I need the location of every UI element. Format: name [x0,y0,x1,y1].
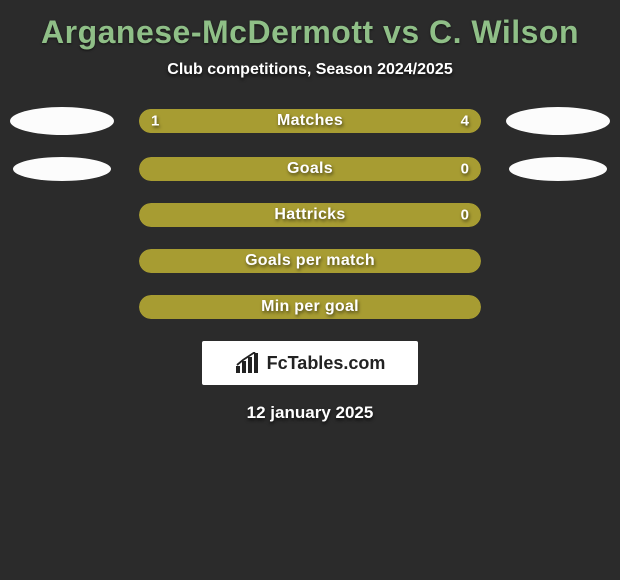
player-right-avatar [506,107,610,135]
stat-bar: Min per goal [139,295,481,319]
comparison-row: Hattricks0 [0,203,620,227]
comparison-row: Min per goal [0,295,620,319]
comparison-row: Matches14 [0,107,620,135]
player-right-slot [503,107,613,135]
player-left-slot [7,107,117,135]
brand-logo[interactable]: FcTables.com [202,341,418,385]
player-right-avatar [509,157,607,181]
stat-bar: Hattricks0 [139,203,481,227]
comparison-row: Goals0 [0,157,620,181]
page-title: Arganese-McDermott vs C. Wilson [0,6,620,61]
stat-bar: Goals0 [139,157,481,181]
snapshot-date: 12 january 2025 [0,403,620,423]
player-left-avatar [13,157,111,181]
stat-bar: Goals per match [139,249,481,273]
stat-bar-left-segment [139,109,207,133]
player-left-avatar [10,107,114,135]
stats-comparison-card: Arganese-McDermott vs C. Wilson Club com… [0,0,620,423]
stat-bar-right-segment [207,109,481,133]
stat-bar-bg [139,249,481,273]
stat-bar-bg [139,203,481,227]
stat-bar-bg [139,295,481,319]
stat-bar-bg [139,157,481,181]
comparison-row: Goals per match [0,249,620,273]
subtitle: Club competitions, Season 2024/2025 [0,61,620,107]
player-left-slot [7,157,117,181]
player-right-slot [503,157,613,181]
stat-bar: Matches14 [139,109,481,133]
brand-logo-text: FcTables.com [267,353,386,374]
chart-bars-icon [235,352,261,374]
comparison-bars-group: Matches14 Goals0 Hattricks0 Goals per match… [0,107,620,319]
